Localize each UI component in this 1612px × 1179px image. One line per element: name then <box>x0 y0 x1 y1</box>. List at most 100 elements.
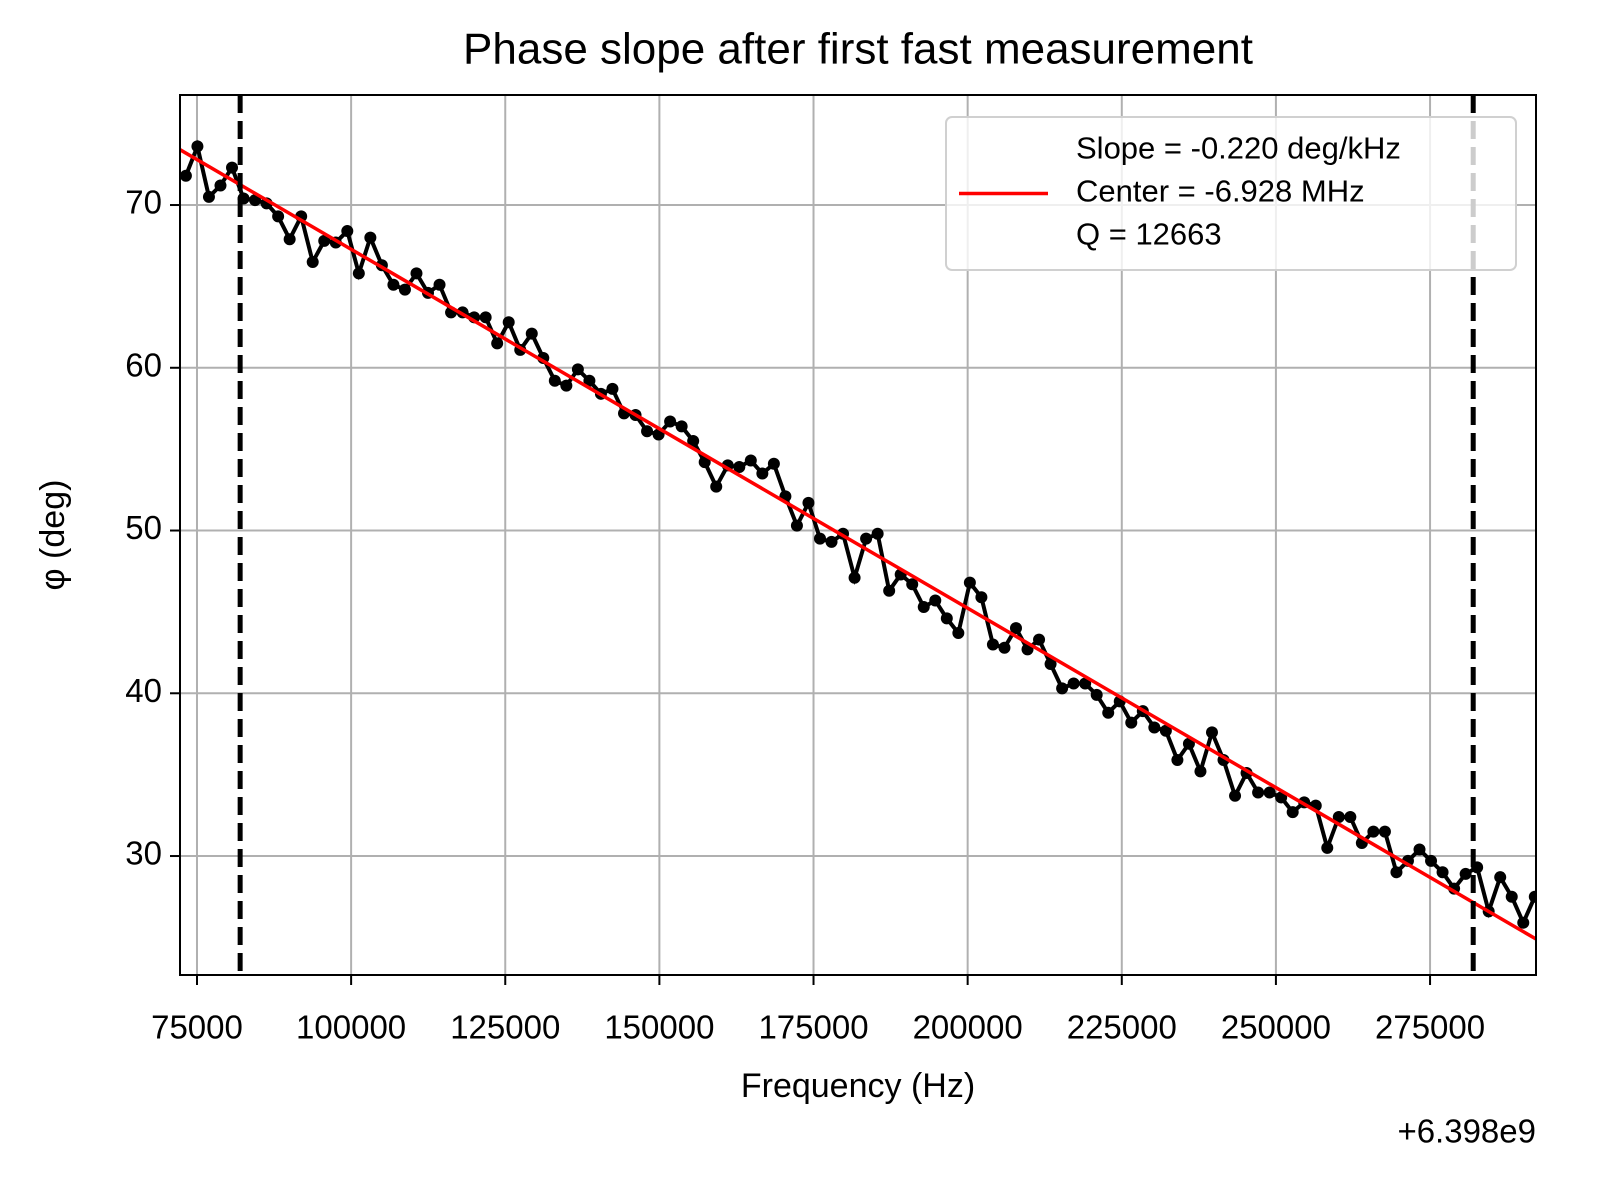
plot-area <box>180 95 1536 975</box>
data-point <box>1344 810 1357 823</box>
data-point <box>952 627 965 640</box>
data-point <box>548 374 561 387</box>
data-point <box>606 382 619 395</box>
data-point <box>226 161 239 174</box>
y-tick-label: 70 <box>125 184 162 221</box>
y-tick-label: 60 <box>125 346 162 383</box>
data-point <box>1390 866 1403 879</box>
data-point <box>1321 841 1334 854</box>
data-point <box>664 415 677 428</box>
data-point <box>1517 916 1530 929</box>
data-point <box>191 140 204 153</box>
data-point <box>180 169 192 182</box>
data-point <box>202 190 215 203</box>
data-point <box>733 461 746 474</box>
data-point <box>306 255 319 268</box>
legend-label: Q = 12663 <box>1076 217 1222 252</box>
data-point <box>871 527 884 540</box>
data-point <box>675 420 688 433</box>
data-point <box>963 576 976 589</box>
data-point <box>1528 890 1536 903</box>
data-point <box>860 532 873 545</box>
data-point <box>1009 622 1022 635</box>
data-point <box>1263 786 1276 799</box>
x-offset-label: +6.398e9 <box>1397 1113 1536 1150</box>
x-tick-label: 175000 <box>758 1009 868 1046</box>
data-point <box>698 456 711 469</box>
plot-frame <box>179 94 1537 976</box>
data-point <box>1194 765 1207 778</box>
data-point <box>583 374 596 387</box>
data-point <box>1367 825 1380 838</box>
data-point <box>1056 682 1069 695</box>
data-point <box>802 496 815 509</box>
x-tick-label: 200000 <box>913 1009 1023 1046</box>
data-point <box>848 571 861 584</box>
data-point <box>1286 806 1299 819</box>
data-point <box>1067 677 1080 690</box>
data-point <box>1413 843 1426 856</box>
data-point <box>641 425 654 438</box>
data-point <box>1252 786 1265 799</box>
data-point <box>410 267 423 280</box>
x-tick-label: 275000 <box>1375 1009 1485 1046</box>
data-point <box>479 311 492 324</box>
y-axis-label: φ (deg) <box>34 480 72 591</box>
data-point <box>883 584 896 597</box>
x-tick-label: 250000 <box>1221 1009 1331 1046</box>
data-point <box>352 267 365 280</box>
x-tick-label: 125000 <box>450 1009 560 1046</box>
data-point <box>364 231 377 244</box>
data-point <box>906 578 919 591</box>
data-point <box>318 234 331 247</box>
data-point <box>940 612 953 625</box>
x-axis-label: Frequency (Hz) <box>741 1067 975 1105</box>
data-point <box>687 435 700 448</box>
data-point <box>1205 726 1218 739</box>
data-point <box>398 283 411 296</box>
data-point <box>1425 854 1438 867</box>
data-point <box>1159 724 1172 737</box>
y-tick-label: 40 <box>125 672 162 709</box>
x-tick-label: 100000 <box>296 1009 406 1046</box>
chart-title: Phase slope after first fast measurement <box>463 25 1253 74</box>
data-point <box>1125 716 1138 729</box>
data-point <box>710 480 723 493</box>
data-point <box>813 532 826 545</box>
data-point <box>525 327 538 340</box>
data-point <box>283 233 296 246</box>
data-point <box>1090 688 1103 701</box>
data-point <box>929 594 942 607</box>
legend-label: Center = -6.928 MHz <box>1076 174 1365 209</box>
data-point <box>491 337 504 350</box>
data-point <box>433 278 446 291</box>
data-point <box>1459 867 1472 880</box>
data-point <box>975 591 988 604</box>
data-point <box>756 467 769 480</box>
data-point <box>560 379 573 392</box>
data-point <box>214 179 227 192</box>
data-point <box>1033 633 1046 646</box>
x-tick-label: 225000 <box>1067 1009 1177 1046</box>
data-point <box>767 457 780 470</box>
data-point <box>1378 825 1391 838</box>
data-point <box>272 210 285 223</box>
data-point <box>986 638 999 651</box>
data-point <box>1229 789 1242 802</box>
data-point <box>998 641 1011 654</box>
data-point <box>1102 706 1115 719</box>
x-tick-label: 150000 <box>604 1009 714 1046</box>
series-line <box>180 148 1536 941</box>
data-point <box>1079 677 1092 690</box>
data-point <box>1044 657 1057 670</box>
data-point <box>1148 721 1161 734</box>
data-point <box>1436 866 1449 879</box>
data-point <box>825 535 838 548</box>
data-point <box>744 454 757 467</box>
data-point <box>790 519 803 532</box>
data-point <box>1494 871 1507 884</box>
data-point <box>502 316 515 329</box>
legend-box <box>945 116 1517 271</box>
x-tick-label: 75000 <box>151 1009 243 1046</box>
